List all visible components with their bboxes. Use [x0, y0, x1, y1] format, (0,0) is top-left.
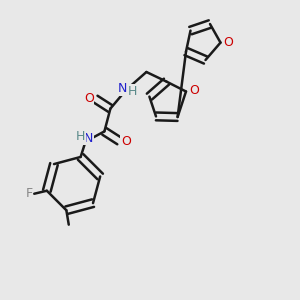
Text: O: O: [189, 84, 199, 98]
Text: H: H: [75, 130, 85, 143]
Text: F: F: [25, 187, 32, 200]
Text: O: O: [84, 92, 94, 105]
Text: N: N: [84, 131, 93, 145]
Text: O: O: [121, 135, 131, 148]
Text: N: N: [118, 82, 127, 95]
Text: O: O: [224, 35, 233, 49]
Text: H: H: [128, 85, 137, 98]
